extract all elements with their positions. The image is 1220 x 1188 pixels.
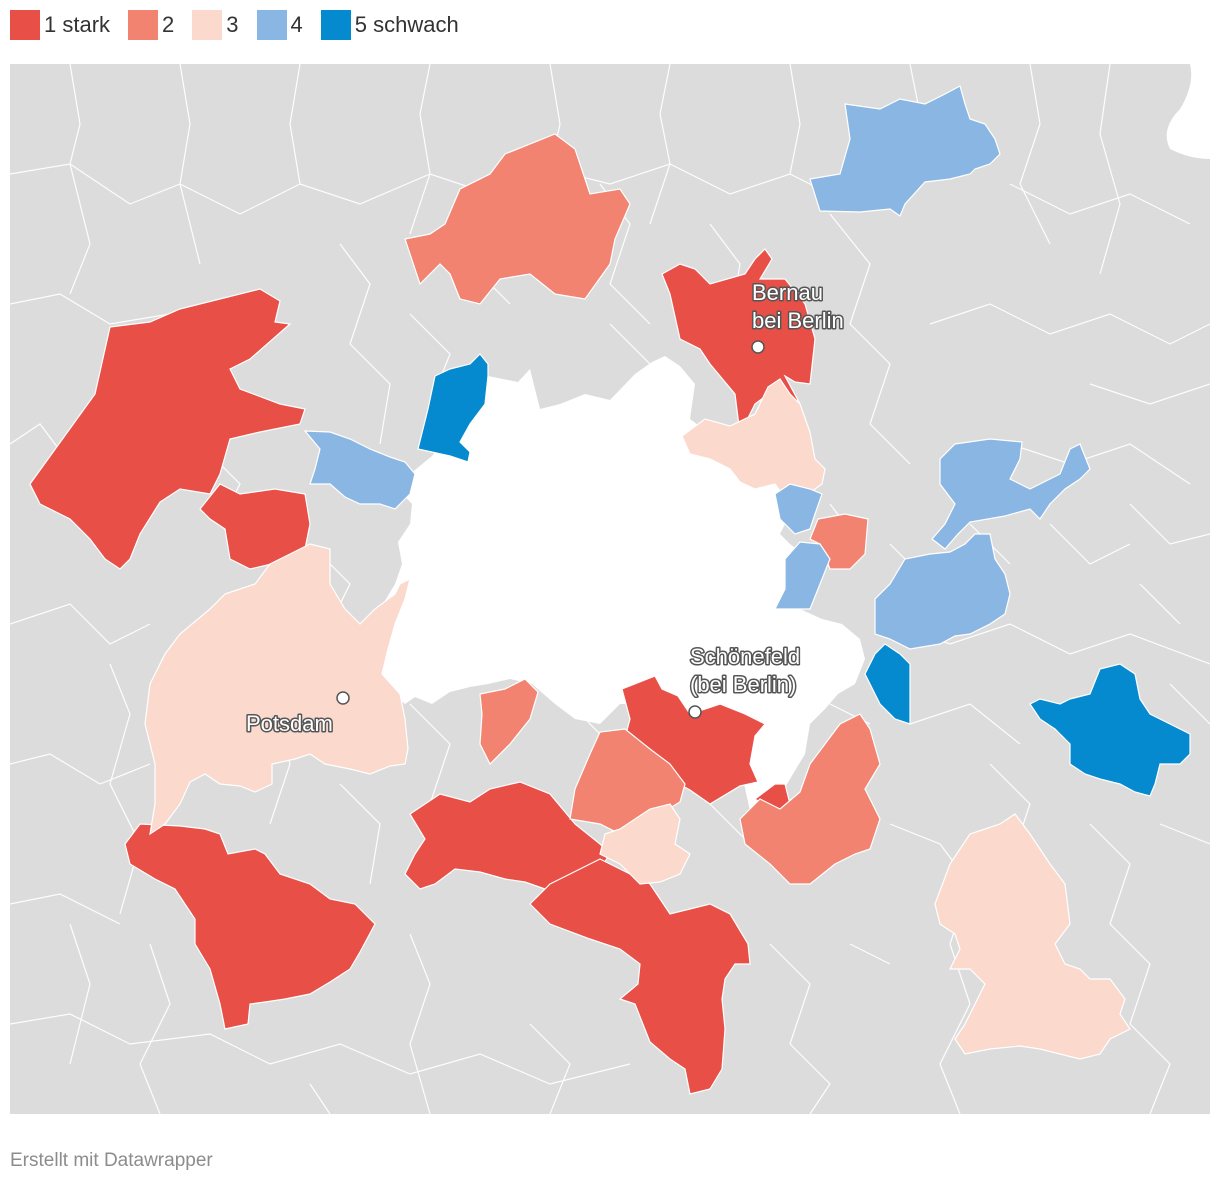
- legend-swatch-1: [10, 10, 40, 40]
- legend-label-5: 5 schwach: [354, 12, 459, 37]
- region-shade1-southwest: [124, 823, 376, 1030]
- legend-swatch-4: [256, 10, 287, 40]
- city-markers: Bernau bei Berlin Schönefeld (bei Berlin…: [245, 279, 846, 738]
- legend-label-4: 4: [290, 12, 303, 37]
- legend-item-5: 5 schwach: [320, 10, 459, 40]
- city-label-potsdam: Potsdam: [246, 711, 333, 736]
- city-dot-potsdam: [336, 691, 350, 705]
- legend-item-3: 3: [192, 10, 239, 40]
- legend-swatch-5: [320, 10, 351, 40]
- region-shade4-east-big: [931, 438, 1091, 550]
- city-dot-bernau: [751, 340, 765, 354]
- city-label-bernau-line2: bei Berlin: [752, 308, 844, 333]
- region-shade2-southmid: [479, 678, 539, 766]
- regions-shade-4: [303, 85, 1091, 650]
- legend-label-2: 2: [162, 12, 175, 37]
- region-shade4-east-big2: [874, 533, 1011, 650]
- legend-label-3: 3: [226, 12, 239, 37]
- region-shade4-west: [303, 430, 416, 510]
- region-shade5-southeast: [1029, 663, 1191, 797]
- region-shade5-east: [864, 643, 911, 725]
- region-shade1-west: [29, 288, 306, 570]
- region-shade3-potsdam: [144, 543, 411, 836]
- regions-shade-3: [144, 378, 1131, 1060]
- region-shade4-east-small2: [774, 541, 831, 610]
- region-shade2-southeast: [739, 713, 881, 885]
- map-edge-white: [1160, 64, 1210, 159]
- city-label-schoenefeld-line1: Schönefeld: [690, 644, 800, 669]
- footer-credit: Erstellt mit Datawrapper: [10, 1150, 213, 1171]
- region-shade4-east-small1: [774, 483, 823, 535]
- legend-item-4: 4: [256, 10, 303, 40]
- map-svg: Bernau bei Berlin Schönefeld (bei Berlin…: [10, 64, 1210, 1114]
- legend-swatch-2: [128, 10, 159, 40]
- region-shade3-southeast: [934, 813, 1131, 1060]
- region-shade3-north-east: [681, 378, 826, 505]
- city-dot-schoenefeld: [688, 705, 702, 719]
- legend-swatch-3: [192, 10, 223, 40]
- region-shade2-north: [404, 133, 631, 305]
- city-label-bernau-line1: Bernau: [752, 280, 823, 305]
- legend: 1 stark 2 3 4 5 schwach: [10, 8, 477, 42]
- legend-item-1: 1 stark: [10, 10, 110, 40]
- map: Bernau bei Berlin Schönefeld (bei Berlin…: [10, 64, 1210, 1114]
- regions-shade-1: [29, 248, 816, 1095]
- region-shade4-northeast: [809, 85, 1001, 217]
- legend-item-2: 2: [128, 10, 174, 40]
- regions-shade-2: [404, 133, 881, 885]
- region-shade5-north: [417, 353, 489, 463]
- region-shade3-south-small: [599, 803, 691, 885]
- regions-shade-5: [417, 353, 1191, 797]
- city-label-schoenefeld-line2: (bei Berlin): [690, 672, 796, 697]
- legend-label-1: 1 stark: [44, 12, 111, 37]
